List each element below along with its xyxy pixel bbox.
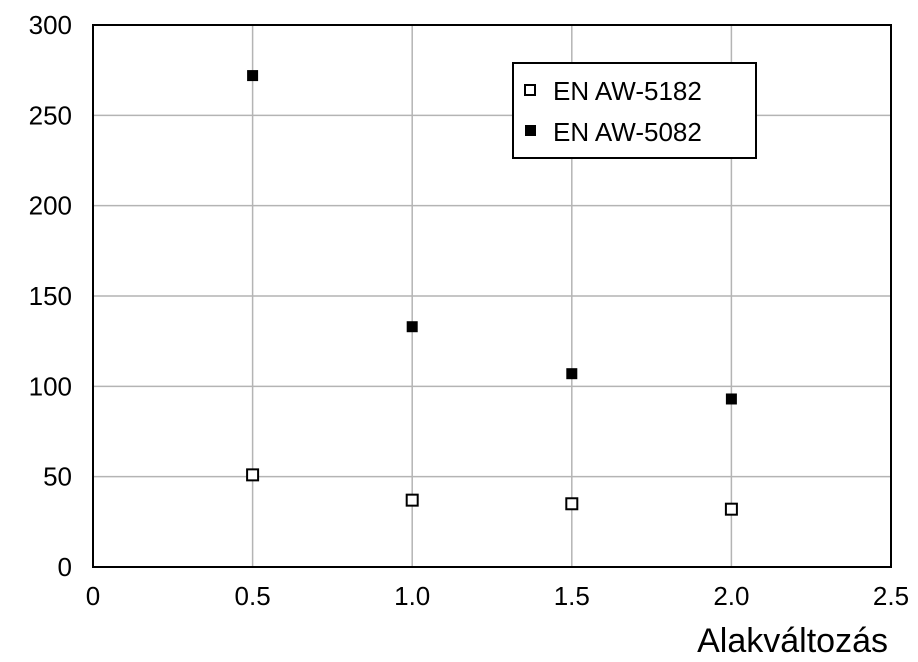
data-point-en-aw-5182	[565, 497, 579, 511]
legend-label-en-aw-5082: EN AW-5082	[553, 117, 702, 147]
x-tick-label: 1.0	[394, 581, 430, 611]
y-tick-label: 250	[29, 100, 72, 130]
data-point-en-aw-5182	[405, 493, 419, 507]
data-points	[246, 70, 738, 516]
legend: EN AW-5182 EN AW-5082	[512, 62, 757, 159]
data-point-en-aw-5182	[724, 502, 738, 516]
legend-box	[512, 62, 757, 159]
y-tick-label: 300	[29, 10, 72, 40]
y-tick-label: 150	[29, 281, 72, 311]
y-tick-label: 100	[29, 371, 72, 401]
grid-lines	[93, 25, 891, 567]
data-point-en-aw-5082	[247, 70, 259, 82]
data-point-en-aw-5082	[725, 393, 737, 405]
x-tick-label: 1.5	[554, 581, 590, 611]
y-tick-label: 0	[58, 552, 72, 582]
legend-label-en-aw-5182: EN AW-5182	[553, 76, 702, 106]
data-point-en-aw-5082	[566, 368, 578, 380]
y-tick-label: 200	[29, 191, 72, 221]
x-axis-tick-labels: 0 0.5 1.0 1.5 2.0 2.5	[86, 581, 909, 611]
data-point-en-aw-5082	[406, 321, 418, 333]
plot-area-frame	[92, 24, 892, 568]
legend-marker-en-aw-5182	[524, 84, 536, 96]
legend-marker-en-aw-5082	[525, 125, 536, 136]
x-tick-label: 2.5	[873, 581, 909, 611]
y-axis-tick-labels: 0 50 100 150 200 250 300	[29, 10, 72, 582]
x-tick-label: 2.0	[713, 581, 749, 611]
data-point-en-aw-5182	[246, 468, 260, 482]
y-tick-label: 50	[43, 462, 72, 492]
x-axis-label: Alakváltozás	[697, 622, 888, 660]
x-tick-label: 0	[86, 581, 100, 611]
x-tick-label: 0.5	[235, 581, 271, 611]
